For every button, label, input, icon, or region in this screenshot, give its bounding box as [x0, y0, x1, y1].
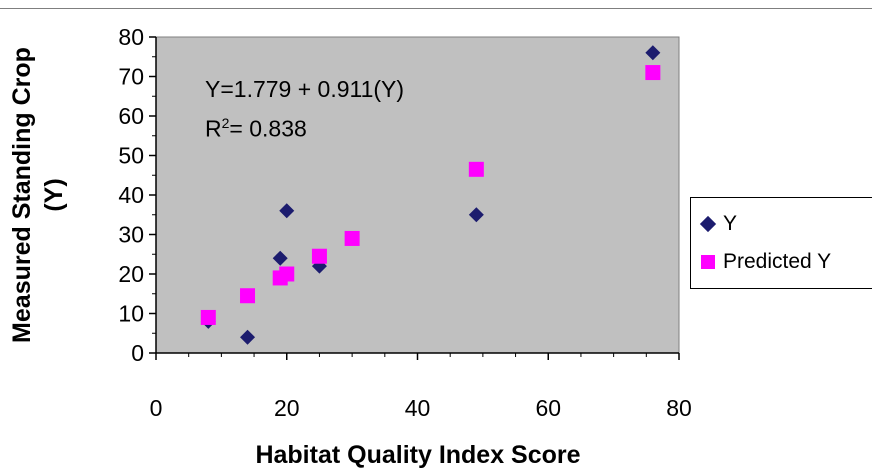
legend-label-predicted-y: Predicted Y: [723, 250, 832, 273]
x-tick-label: 60: [535, 395, 561, 421]
r-squared-superscript: 2: [221, 115, 230, 131]
predicted-y-data-point: [311, 248, 327, 264]
x-tick-label: 80: [666, 395, 692, 421]
y-axis: 0 10 20 30 40 50 60 70 80: [118, 24, 157, 366]
x-tick-label: 20: [274, 395, 300, 421]
y-tick-label: 0: [131, 340, 144, 366]
y-data-point: [468, 207, 484, 223]
y-tick-label: 70: [118, 64, 144, 90]
predicted-y-data-point: [645, 65, 661, 81]
y-data-point: [279, 203, 295, 219]
r-symbol: R: [205, 115, 222, 142]
equation-text: Y=1.779 + 0.911(Y): [205, 76, 405, 102]
y-data-point: [272, 250, 288, 266]
top-divider: [0, 8, 872, 9]
legend-item-y: Y: [699, 212, 738, 236]
y-axis-title-line-2: (Y): [40, 178, 68, 211]
predicted-y-data-point: [468, 161, 484, 177]
diamond-marker-icon: [699, 215, 717, 233]
x-tick-label: 0: [150, 395, 163, 421]
y-tick-label: 40: [118, 182, 144, 208]
y-tick-label: 80: [118, 24, 144, 50]
y-tick-label: 20: [118, 261, 144, 287]
y-data-point: [645, 45, 661, 61]
y-tick-label: 30: [118, 222, 144, 248]
x-tick-label: 40: [405, 395, 431, 421]
y-tick-label: 60: [118, 103, 144, 129]
y-data-point: [240, 329, 256, 345]
regression-equation: Y=1.779 + 0.911(Y): [205, 76, 404, 103]
y-tick-label: 10: [118, 301, 144, 327]
data-points: [200, 45, 661, 345]
y-tick-label: 50: [118, 143, 144, 169]
predicted-y-data-point: [344, 230, 360, 246]
predicted-y-data-point: [279, 266, 295, 282]
legend-label-y: Y: [723, 212, 738, 235]
r-squared-value: = 0.838: [229, 115, 307, 142]
square-marker-icon: [701, 255, 715, 269]
r-squared-label: R2= 0.838: [205, 115, 307, 143]
predicted-y-data-point: [240, 288, 256, 304]
predicted-y-data-point: [200, 309, 216, 325]
x-axis-title: Habitat Quality Index Score: [255, 441, 580, 469]
legend: Y Predicted Y: [690, 197, 872, 289]
x-axis: 0 20 40 60 80: [150, 352, 692, 421]
y-axis-title: Measured Standing Crop (Y): [8, 47, 68, 343]
y-axis-title-line-1: Measured Standing Crop: [8, 47, 36, 343]
legend-item-predicted-y: Predicted Y: [701, 250, 831, 274]
